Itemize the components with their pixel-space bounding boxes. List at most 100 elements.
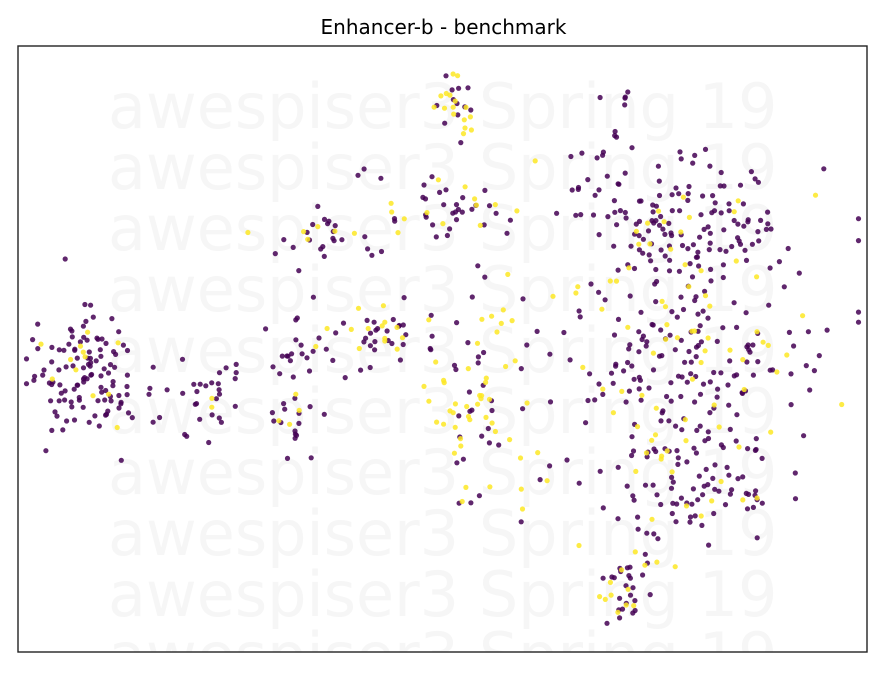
- scatter-point-class0: [453, 202, 460, 208]
- scatter-point-class0: [615, 316, 622, 322]
- scatter-point-class0: [696, 473, 702, 479]
- scatter-point-class0: [755, 359, 761, 365]
- scatter-point-class0: [466, 389, 472, 395]
- scatter-point-class1: [424, 210, 430, 216]
- scatter-point-class0: [306, 368, 313, 374]
- scatter-point-class0: [662, 231, 668, 237]
- scatter-point-class0: [718, 169, 724, 176]
- scatter-point-class0: [92, 413, 98, 419]
- scatter-point-class0: [43, 448, 49, 454]
- scatter-point-class0: [755, 229, 761, 235]
- scatter-point-class0: [658, 501, 664, 508]
- scatter-point-class0: [653, 203, 660, 209]
- scatter-point-class0: [87, 355, 93, 361]
- scatter-point-class0: [668, 380, 674, 386]
- scatter-point-class0: [693, 254, 700, 260]
- scatter-point-class0: [617, 615, 623, 621]
- scatter-point-class0: [629, 434, 635, 440]
- scatter-point-class0: [718, 210, 724, 216]
- scatter-point-class1: [573, 290, 579, 296]
- scatter-point-class0: [481, 222, 487, 228]
- scatter-point-class0: [699, 522, 705, 529]
- scatter-point-class1: [114, 424, 120, 431]
- scatter-point-class1: [82, 354, 88, 360]
- scatter-point-class0: [110, 383, 116, 389]
- scatter-point-class1: [733, 258, 739, 264]
- scatter-point-class0: [68, 399, 74, 405]
- scatter-point-class0: [693, 294, 699, 300]
- scatter-point-class0: [74, 382, 80, 388]
- scatter-point-class0: [111, 349, 117, 355]
- scatter-point-class0: [726, 472, 732, 478]
- scatter-point-class0: [56, 398, 62, 404]
- scatter-point-class0: [684, 459, 690, 465]
- scatter-point-class1: [455, 73, 461, 79]
- scatter-point-class1: [356, 345, 362, 352]
- scatter-point-class0: [459, 209, 465, 215]
- scatter-point-class0: [69, 328, 75, 334]
- scatter-point-class1: [479, 316, 485, 322]
- scatter-point-class0: [576, 480, 582, 486]
- scatter-point-class0: [623, 215, 629, 221]
- scatter-point-class0: [182, 431, 188, 438]
- scatter-point-class1: [653, 405, 659, 411]
- scatter-point-class0: [378, 175, 384, 181]
- scatter-point-class0: [680, 306, 687, 313]
- scatter-point-class0: [720, 444, 726, 451]
- scatter-point-class0: [632, 607, 638, 614]
- scatter-point-class0: [547, 351, 553, 357]
- scatter-point-class0: [98, 373, 104, 379]
- scatter-point-class0: [636, 329, 642, 335]
- scatter-point-class0: [118, 401, 124, 407]
- scatter-point-class0: [685, 197, 691, 203]
- scatter-point-class1: [394, 346, 400, 352]
- scatter-point-class1: [740, 357, 746, 363]
- scatter-point-class0: [125, 410, 132, 416]
- scatter-point-class0: [81, 379, 87, 385]
- scatter-point-class0: [564, 457, 570, 463]
- scatter-point-class0: [702, 288, 708, 294]
- scatter-point-class0: [101, 366, 107, 372]
- scatter-point-class0: [677, 208, 683, 214]
- scatter-point-class0: [632, 598, 638, 604]
- scatter-point-class0: [592, 397, 598, 403]
- scatter-point-class1: [77, 343, 84, 349]
- scatter-point-class0: [150, 419, 156, 425]
- scatter-point-class0: [450, 210, 456, 216]
- scatter-point-class0: [855, 319, 862, 325]
- scatter-point-class0: [372, 339, 378, 345]
- scatter-point-class1: [463, 104, 469, 110]
- scatter-point-class0: [695, 497, 701, 503]
- scatter-point-class0: [755, 179, 762, 185]
- scatter-point-class0: [577, 314, 583, 320]
- scatter-point-class0: [727, 358, 733, 364]
- scatter-point-class0: [573, 212, 579, 218]
- scatter-point-class0: [735, 235, 741, 241]
- scatter-point-class0: [293, 337, 299, 343]
- scatter-point-class0: [578, 212, 584, 218]
- scatter-point-class0: [321, 216, 328, 222]
- scatter-point-class0: [617, 595, 623, 601]
- scatter-point-class1: [607, 579, 614, 586]
- scatter-point-class0: [706, 542, 712, 548]
- scatter-point-class0: [644, 454, 650, 460]
- scatter-point-class0: [674, 501, 680, 507]
- scatter-point-class1: [682, 417, 688, 423]
- scatter-point-class1: [615, 609, 621, 615]
- scatter-point-class0: [622, 170, 628, 176]
- scatter-point-class0: [636, 247, 643, 253]
- scatter-point-class1: [450, 71, 456, 77]
- scatter-point-class0: [94, 335, 100, 341]
- scatter-point-class0: [29, 337, 36, 343]
- scatter-point-class0: [263, 326, 269, 332]
- scatter-point-class0: [685, 246, 691, 252]
- scatter-point-class0: [705, 429, 711, 435]
- scatter-point-class0: [619, 606, 626, 612]
- scatter-point-class1: [90, 393, 96, 399]
- scatter-point-class1: [209, 404, 215, 410]
- scatter-point-class1: [467, 417, 473, 423]
- scatter-point-class0: [124, 392, 130, 398]
- scatter-point-class0: [701, 226, 707, 232]
- scatter-point-class1: [683, 503, 690, 509]
- scatter-point-class0: [612, 209, 618, 215]
